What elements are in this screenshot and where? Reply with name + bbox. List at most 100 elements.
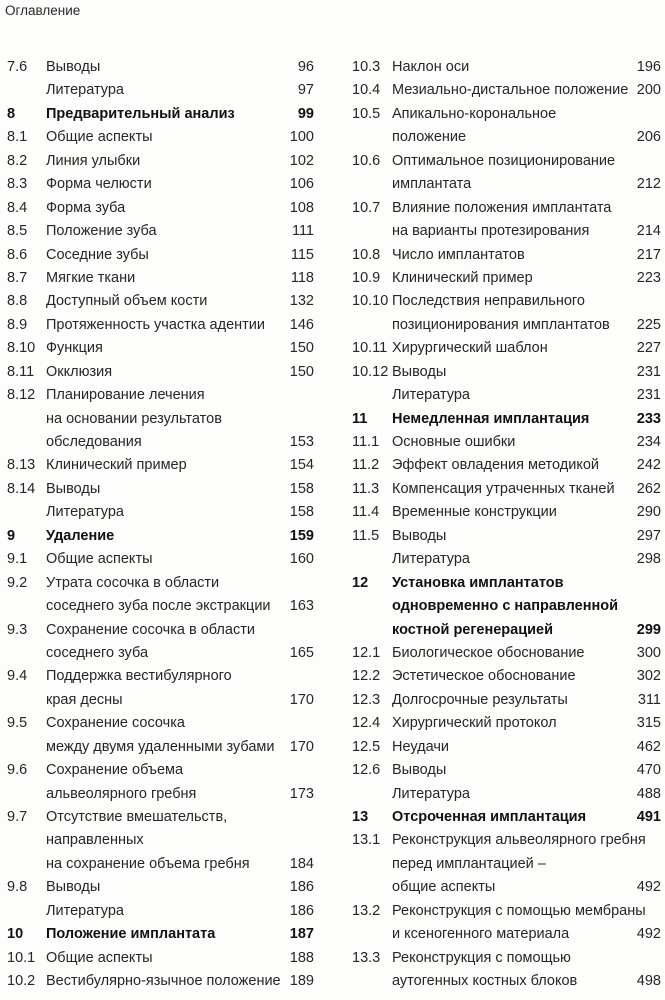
toc-entry[interactable]: 13.1 Реконструкция альвеолярного гребня пе…	[352, 829, 661, 899]
page-number: 96	[297, 59, 314, 75]
toc-entry[interactable]: 8.10 Функция 150	[7, 337, 314, 360]
section-title: Реконструкция с помощью мембраны	[392, 902, 646, 919]
toc-entry[interactable]: 11.4 Временные конструкции 290	[352, 501, 661, 524]
toc-entry[interactable]: 10.12 Выводы 231	[352, 361, 661, 384]
toc-entry[interactable]: 10.11 Хирургический шаблон 227	[352, 337, 661, 360]
toc-entry[interactable]: 8.8 Доступный объем кости 132	[7, 290, 314, 313]
section-title: Поддержка вестибулярного	[46, 668, 232, 685]
toc-entry[interactable]: 9.5 Сохранение сосочка между двумя удаленн…	[7, 712, 314, 759]
toc-entry[interactable]: Литература 97	[7, 79, 314, 102]
toc-entry[interactable]: 8.1 Общие аспекты 100	[7, 126, 314, 149]
toc-entry[interactable]: 11.1 Основные ошибки 234	[352, 431, 661, 454]
toc-line: 11.1 Основные ошибки 234	[352, 431, 661, 454]
section-title: Соседние зубы	[46, 246, 149, 263]
toc-entry[interactable]: 8.11 Окклюзия 150	[7, 361, 314, 384]
page-number: 160	[289, 551, 314, 568]
toc-entry[interactable]: 12.6 Выводы 470	[352, 759, 661, 782]
toc-entry[interactable]: 7.6 Выводы 96	[7, 56, 314, 79]
page-number: 108	[289, 199, 314, 216]
toc-line: 11 Немедленная имплантация 233	[352, 408, 661, 431]
toc-entry[interactable]: 10.1 Общие аспекты 188	[7, 947, 314, 970]
page-number: 231	[636, 387, 661, 404]
toc-entry[interactable]: 12.4 Хирургический протокол 315	[352, 712, 661, 735]
toc-entry[interactable]: 9.7 Отсутствие вмешательств, направленных н…	[7, 806, 314, 876]
toc-entry[interactable]: 8.9 Протяженность участка адентии 146	[7, 314, 314, 337]
toc-entry[interactable]: 11.2 Эффект овладения методикой 242	[352, 454, 661, 477]
section-title: Утрата сосочка в области	[46, 574, 220, 591]
page-number: 150	[289, 340, 314, 357]
section-title: и ксеногенного материала	[392, 926, 570, 943]
toc-entry[interactable]: 9.8 Выводы 186	[7, 876, 314, 899]
toc-entry[interactable]: 12.5 Неудачи 462	[352, 736, 661, 759]
toc-entry[interactable]: 8.13 Клинический пример 154	[7, 454, 314, 477]
section-number: 9.8	[7, 879, 28, 896]
toc-entry[interactable]: 9.6 Сохранение объема альвеолярного гребня…	[7, 759, 314, 806]
toc-entry[interactable]: 8.7 Мягкие ткани 118	[7, 267, 314, 290]
toc-entry[interactable]: Литература 158	[7, 501, 314, 524]
toc-entry[interactable]: 8.3 Форма челюсти 106	[7, 173, 314, 196]
toc-chapter[interactable]: 9 Удаление 159	[7, 525, 314, 548]
toc-column-left: 7.6 Выводы 96 Литература 97 8 Предварительный …	[7, 56, 314, 994]
page-number: 223	[636, 269, 661, 286]
toc-entry[interactable]: 8.2 Линия улыбки 102	[7, 150, 314, 173]
toc-entry[interactable]: 10.3 Наклон оси 196	[352, 56, 661, 79]
toc-entry[interactable]: 12.3 Долгосрочные результаты 311	[352, 689, 661, 712]
toc-entry[interactable]: 10.9 Клинический пример 223	[352, 267, 661, 290]
section-number: 10.6	[352, 152, 381, 169]
section-title: Клинический пример	[392, 269, 533, 286]
toc-entry[interactable]: 13.3 Реконструкция с помощью аутогенных ко…	[352, 947, 661, 994]
toc-entry[interactable]: 9.1 Общие аспекты 160	[7, 548, 314, 571]
toc-entry[interactable]: 8.4 Форма зуба 108	[7, 197, 314, 220]
toc-line: и ксеногенного материала 492	[352, 923, 661, 946]
section-number: 12.6	[352, 762, 381, 779]
section-title: Клинический пример	[46, 457, 187, 474]
toc-entry[interactable]: Литература 186	[7, 900, 314, 923]
toc-line: позиционирования имплантатов 225	[352, 314, 661, 337]
page-number: 186	[289, 902, 314, 919]
toc-entry[interactable]: 9.3 Сохранение сосочка в области соседнего…	[7, 619, 314, 666]
toc-entry[interactable]: Литература 231	[352, 384, 661, 407]
toc-chapter[interactable]: 11 Немедленная имплантация 233	[352, 408, 661, 431]
toc-line: 12.1 Биологическое обоснование 300	[352, 642, 661, 665]
toc-entry[interactable]: 10.6 Оптимальное позиционирование импланта…	[352, 150, 661, 197]
toc-entry[interactable]: 8.12 Планирование лечения на основании рез…	[7, 384, 314, 454]
page-number: 187	[289, 926, 314, 943]
toc-line: 8.5 Положение зуба 111	[7, 220, 314, 243]
toc-entry[interactable]: 8.5 Положение зуба 111	[7, 220, 314, 243]
toc-entry[interactable]: 10.7 Влияние положения имплантата на вариа…	[352, 197, 661, 244]
toc-entry[interactable]: 11.5 Выводы 297	[352, 525, 661, 548]
toc-entry[interactable]: 12.2 Эстетическое обоснование 302	[352, 665, 661, 688]
toc-entry[interactable]: Литература 298	[352, 548, 661, 571]
toc-chapter[interactable]: 13 Отсроченная имплантация 491	[352, 806, 661, 829]
toc-entry[interactable]: 9.4 Поддержка вестибулярного края десны 170	[7, 665, 314, 712]
toc-entry[interactable]: 13.2 Реконструкция с помощью мембраны и кс…	[352, 900, 661, 947]
page-number: 217	[636, 246, 661, 263]
toc-entry[interactable]: 9.2 Утрата сосочка в области соседнего зуб…	[7, 572, 314, 619]
section-title: альвеолярного гребня	[46, 785, 197, 802]
section-title: Литература	[46, 504, 124, 521]
toc-chapter[interactable]: 12 Установка имплантатов одновременно с на…	[352, 572, 661, 642]
toc-entry[interactable]: 8.14 Выводы 158	[7, 478, 314, 501]
toc-entry[interactable]: Литература 488	[352, 783, 661, 806]
section-title: Окклюзия	[46, 363, 113, 380]
toc-entry[interactable]: 10.2 Вестибулярно-язычное положение 189	[7, 970, 314, 993]
toc-entry[interactable]: 10.8 Число имплантатов 217	[352, 244, 661, 267]
toc-line: 10.1 Общие аспекты 188	[7, 947, 314, 970]
toc-line: 8 Предварительный анализ 99	[7, 103, 314, 126]
section-title: направленных	[46, 832, 144, 849]
toc-chapter[interactable]: 10 Положение имплантата 187	[7, 923, 314, 946]
toc-entry[interactable]: 10.4 Мезиально-дистальное положение 200	[352, 79, 661, 102]
toc-entry[interactable]: 10.5 Апикально-корональное положение 206	[352, 103, 661, 150]
toc-line: 10.11 Хирургический шаблон 227	[352, 337, 661, 360]
toc-entry[interactable]: 8.6 Соседние зубы 115	[7, 244, 314, 267]
toc-chapter[interactable]: 8 Предварительный анализ 99	[7, 103, 314, 126]
section-title: костной регенерацией	[392, 621, 554, 638]
section-number: 10.9	[352, 269, 381, 286]
toc-line: альвеолярного гребня 173	[7, 783, 314, 806]
toc-entry[interactable]: 10.10 Последствия неправильного позиционир…	[352, 290, 661, 337]
toc-entry[interactable]: 11.3 Компенсация утраченных тканей 262	[352, 478, 661, 501]
section-title: перед имплантацией –	[392, 855, 546, 872]
page-number: 163	[289, 598, 314, 615]
toc-entry[interactable]: 12.1 Биологическое обоснование 300	[352, 642, 661, 665]
toc-line: Литература 158	[7, 501, 314, 524]
